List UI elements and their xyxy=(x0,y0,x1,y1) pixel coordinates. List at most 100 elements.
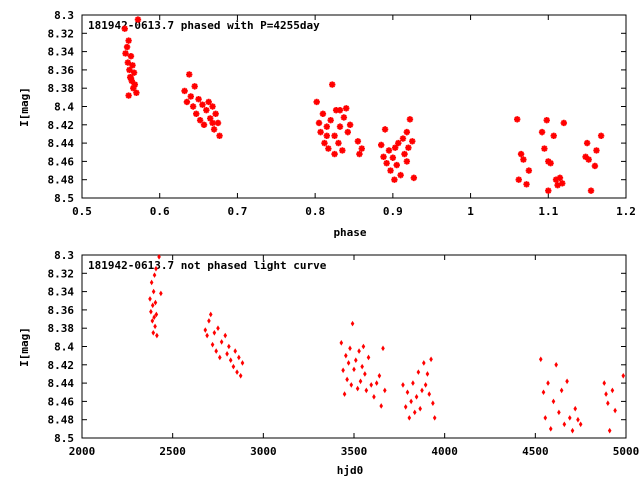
data-point xyxy=(148,296,152,302)
data-point xyxy=(183,98,191,106)
data-point xyxy=(339,147,346,154)
x-tick-label: 5000 xyxy=(613,445,640,458)
y-tick-label: 8.42 xyxy=(48,359,75,372)
x-tick-label: 0.8 xyxy=(305,205,325,218)
data-point xyxy=(131,81,139,88)
data-point xyxy=(205,332,209,339)
data-point xyxy=(125,92,132,99)
y-tick-label: 8.38 xyxy=(48,82,75,95)
data-point xyxy=(576,416,580,423)
data-point xyxy=(379,403,383,409)
data-point xyxy=(604,391,608,397)
data-point xyxy=(538,128,546,136)
data-point xyxy=(559,387,564,394)
data-point xyxy=(193,110,200,118)
data-point xyxy=(325,145,332,152)
y-tick-label: 8.44 xyxy=(48,377,75,390)
y-tick-label: 8.46 xyxy=(48,395,75,408)
data-point xyxy=(315,119,323,127)
data-point xyxy=(587,187,595,194)
data-point xyxy=(546,380,550,386)
data-point xyxy=(360,363,364,370)
data-point xyxy=(321,139,328,147)
data-point xyxy=(195,95,202,103)
data-point xyxy=(323,132,330,139)
data-point xyxy=(127,52,135,60)
data-point xyxy=(187,93,194,100)
data-point xyxy=(401,150,408,158)
data-point xyxy=(409,138,416,145)
data-point xyxy=(423,382,428,388)
data-point xyxy=(216,132,223,139)
data-point xyxy=(317,128,324,136)
data-point xyxy=(346,360,351,366)
data-point xyxy=(327,117,334,124)
x-tick-label: 1.2 xyxy=(616,205,636,218)
data-point xyxy=(134,16,142,23)
data-point xyxy=(520,156,527,163)
data-point xyxy=(339,340,344,346)
data-point xyxy=(401,382,405,388)
y-tick-label: 8.34 xyxy=(48,286,75,299)
data-point xyxy=(238,372,243,379)
data-point xyxy=(205,98,212,106)
data-point xyxy=(422,360,426,366)
data-point xyxy=(570,427,575,434)
data-point xyxy=(237,354,241,361)
x-axis-label: hjd0 xyxy=(337,464,364,477)
data-point xyxy=(420,387,424,394)
data-point xyxy=(361,343,366,350)
data-point xyxy=(212,329,217,336)
data-point xyxy=(591,162,599,170)
data-point xyxy=(543,117,550,124)
y-tick-label: 8.3 xyxy=(54,9,74,22)
data-point xyxy=(554,181,561,189)
data-point xyxy=(203,327,208,333)
y-tick-label: 8.4 xyxy=(54,101,74,114)
data-point xyxy=(209,103,216,110)
data-point xyxy=(410,174,418,182)
data-point xyxy=(432,415,437,421)
data-point xyxy=(153,323,157,330)
data-point xyxy=(425,371,430,377)
data-point xyxy=(551,398,556,405)
tick-group: 0.5 0.6 0.7 0.8 0.9 1 1.1 1.2 8.3 8.32 8.34 8.36 8.3… xyxy=(48,9,636,218)
data-point xyxy=(233,348,238,354)
data-points xyxy=(121,16,605,194)
data-point xyxy=(210,341,215,348)
data-point xyxy=(517,150,525,158)
data-point xyxy=(345,376,349,383)
data-point xyxy=(610,387,615,394)
data-point xyxy=(405,389,410,396)
data-point xyxy=(126,66,133,74)
y-tick-label: 8.36 xyxy=(48,64,75,77)
data-point xyxy=(515,176,522,183)
data-point xyxy=(358,145,365,152)
data-point xyxy=(235,369,239,375)
data-point xyxy=(341,367,345,374)
data-point xyxy=(352,366,356,373)
data-point xyxy=(127,74,135,82)
data-point xyxy=(602,380,607,386)
data-point xyxy=(151,288,156,295)
data-point xyxy=(157,254,161,260)
data-point xyxy=(397,171,404,179)
data-point xyxy=(389,154,397,161)
data-point xyxy=(406,116,414,123)
data-point xyxy=(356,150,363,158)
data-point xyxy=(514,116,521,123)
data-point xyxy=(209,119,216,127)
data-point xyxy=(223,332,228,339)
data-point xyxy=(354,138,362,145)
data-point xyxy=(621,372,626,379)
x-tick-label: 0.7 xyxy=(227,205,247,218)
data-point xyxy=(214,119,222,127)
data-point xyxy=(319,110,327,118)
unphased-plot: 181942-0613.7 not phased light curve 200… xyxy=(18,249,639,477)
y-axis-label: I[mag] xyxy=(18,87,31,127)
data-point xyxy=(403,158,411,165)
data-point xyxy=(150,302,155,309)
data-point xyxy=(357,348,361,354)
data-point xyxy=(377,372,382,379)
